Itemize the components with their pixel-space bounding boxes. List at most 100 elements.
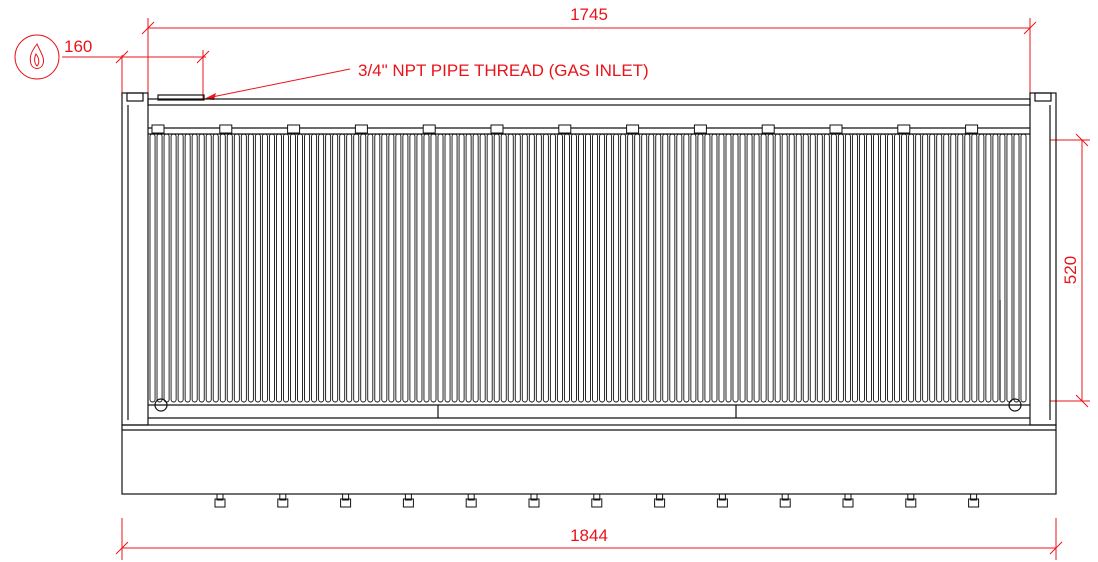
grate-bracket [558, 124, 572, 134]
grate-bar [409, 133, 416, 403]
grate-bar [563, 133, 570, 403]
grate-bar [1020, 133, 1027, 403]
grate-bar [191, 133, 198, 403]
grate-bar [795, 133, 802, 403]
grate-bar [718, 133, 725, 403]
grate-bar [725, 133, 732, 403]
control-knob [716, 493, 728, 508]
control-knob [214, 493, 226, 508]
grate-bar [297, 133, 304, 403]
grate-bar [339, 133, 346, 403]
dimension-top: 1745 [141, 5, 1037, 100]
grate-bar [985, 133, 992, 403]
grate-bar [816, 133, 823, 403]
grate-bar [915, 133, 922, 403]
control-knob [591, 493, 603, 508]
grate-bar [240, 133, 247, 403]
grate-bar [177, 133, 184, 403]
grate-bar [493, 133, 500, 403]
gas-inlet-callout: 3/4" NPT PIPE THREAD (GAS INLET) [204, 61, 649, 100]
gas-inlet-label: 3/4" NPT PIPE THREAD (GAS INLET) [358, 61, 649, 80]
grate-bar [837, 133, 844, 403]
dimension-bottom: 1844 [115, 518, 1063, 560]
grate-bar [226, 133, 233, 403]
grate-bar [655, 133, 662, 403]
grate-bar [606, 133, 613, 403]
grate-bar [430, 133, 437, 403]
grate-bar [458, 133, 465, 403]
grate-bracket [422, 124, 436, 134]
grate-bracket [897, 124, 911, 134]
grate-bar [929, 133, 936, 403]
grate-bar [732, 133, 739, 403]
flame-icon [14, 34, 60, 80]
grate-bar [374, 133, 381, 403]
grate-bar [676, 133, 683, 403]
grate-bar [486, 133, 493, 403]
grate-bar [866, 133, 872, 403]
grate-bar [978, 133, 985, 403]
grate-bar [767, 133, 774, 403]
grate-bar [683, 133, 690, 403]
grate-bar [957, 133, 964, 403]
dimension-depth: 520 [1050, 133, 1090, 408]
grate-bar [739, 133, 746, 403]
grate-bar [198, 133, 205, 403]
grate-bar [451, 133, 458, 403]
grate-bracket [626, 124, 640, 134]
dimension-bottom-label: 1844 [570, 526, 608, 545]
grate-bar [346, 133, 353, 403]
grate-bar [999, 133, 1006, 403]
grate-bar [472, 133, 479, 403]
grate-bars [149, 133, 1027, 403]
grate-bar [1013, 133, 1020, 403]
grate-bar [170, 133, 177, 403]
grate-bar [627, 133, 634, 403]
grate-bar [950, 133, 957, 403]
grate-bar [212, 133, 219, 403]
grate-bar [585, 133, 591, 403]
grate-bracket [287, 124, 301, 134]
grate-bar [908, 133, 915, 403]
grate-bar [268, 133, 275, 403]
grate-bar [690, 133, 697, 403]
grate-bar [844, 133, 851, 403]
grate-bar [1006, 133, 1013, 403]
grate-bar [943, 133, 950, 403]
grate-bar [205, 133, 212, 403]
grate-bar [149, 133, 156, 403]
grate-bar [381, 133, 388, 403]
control-knob [340, 493, 352, 508]
grate-bar [325, 133, 332, 403]
grate-bar [521, 133, 528, 403]
grate-bracket [219, 124, 233, 134]
grate-bar [760, 133, 767, 403]
grate-bar [964, 133, 971, 403]
grate-bar [290, 133, 296, 403]
grate-bracket [829, 124, 843, 134]
grate-bar [620, 133, 627, 403]
control-knob [465, 493, 477, 508]
grate-bar [781, 133, 788, 403]
grate-bar [788, 133, 795, 403]
grate-bar [388, 133, 395, 403]
grate-bracket [354, 124, 368, 134]
grate-bar [880, 133, 887, 403]
grate-bar [894, 133, 901, 403]
grate-bar [697, 133, 704, 403]
grate-bar [360, 133, 367, 403]
control-knob [528, 493, 540, 508]
grate-brackets [151, 124, 979, 134]
grate-bar [514, 133, 521, 403]
grate-bar [318, 133, 325, 403]
control-knob [779, 493, 791, 508]
grate-bar [802, 133, 809, 403]
grate-bar [163, 133, 170, 403]
grate-bracket [965, 124, 979, 134]
grate-bar [830, 133, 837, 403]
grate-bar [901, 133, 908, 403]
dimension-depth-label: 520 [1061, 256, 1080, 284]
grate-bar [528, 133, 535, 403]
dimension-inlet-offset-label: 160 [64, 37, 92, 56]
grate-bar [648, 133, 655, 403]
